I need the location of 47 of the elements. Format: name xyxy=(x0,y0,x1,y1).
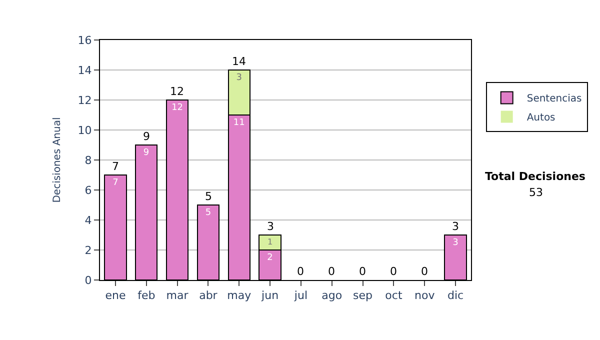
y-tick-label: 8 xyxy=(84,154,92,167)
data-label: 9 xyxy=(143,148,150,158)
x-tick-label: nov xyxy=(414,289,436,302)
y-tick-label: 2 xyxy=(84,244,92,257)
x-tick-label: mar xyxy=(166,289,189,302)
y-tick-label: 10 xyxy=(78,124,92,137)
x-tick-label: ago xyxy=(322,289,342,302)
data-label: 3 xyxy=(236,73,242,83)
total-label: 12 xyxy=(170,85,184,98)
total-label: 3 xyxy=(452,220,459,233)
total-label: 0 xyxy=(359,265,366,278)
x-tick-label: oct xyxy=(385,289,403,302)
total-label: 0 xyxy=(297,265,304,278)
data-label: 1 xyxy=(267,236,273,246)
x-tick-label: sep xyxy=(353,289,373,302)
x-tick-label: feb xyxy=(138,289,156,302)
data-label: 11 xyxy=(233,118,245,128)
y-tick-label: 0 xyxy=(84,274,92,287)
x-tick-label: dic xyxy=(447,289,464,302)
x-tick-label: ene xyxy=(105,289,126,302)
x-tick-label: jul xyxy=(293,289,308,302)
total-label: 14 xyxy=(232,55,246,68)
total-label: 7 xyxy=(112,160,119,173)
y-tick-label: 12 xyxy=(78,94,92,107)
total-label: 5 xyxy=(205,190,212,203)
legend-label: Autos xyxy=(526,112,556,124)
text: 53 xyxy=(529,186,543,199)
total-label: 3 xyxy=(267,220,274,233)
total-label: 0 xyxy=(421,265,428,278)
x-tick-label: abr xyxy=(199,289,218,302)
total-label: 0 xyxy=(390,265,397,278)
y-tick-label: 6 xyxy=(84,184,92,197)
y-tick-label: 4 xyxy=(84,214,92,227)
data-label: 2 xyxy=(267,253,273,263)
y-tick-label: 14 xyxy=(78,64,92,77)
y-axis-title: Decisiones Anual xyxy=(52,117,63,203)
x-tick-label: jun xyxy=(260,289,279,302)
legend-label: Sentencias xyxy=(526,94,582,105)
x-tick-label: may xyxy=(227,289,252,302)
y-tick-label: 16 xyxy=(78,34,92,47)
text: Total Decisiones xyxy=(485,170,586,183)
total-label: 0 xyxy=(328,265,335,278)
data-label: 5 xyxy=(205,208,212,218)
data-label: 3 xyxy=(452,238,458,248)
data-label: 12 xyxy=(172,103,184,113)
data-label: 7 xyxy=(112,178,118,188)
total-label: 9 xyxy=(143,130,150,143)
